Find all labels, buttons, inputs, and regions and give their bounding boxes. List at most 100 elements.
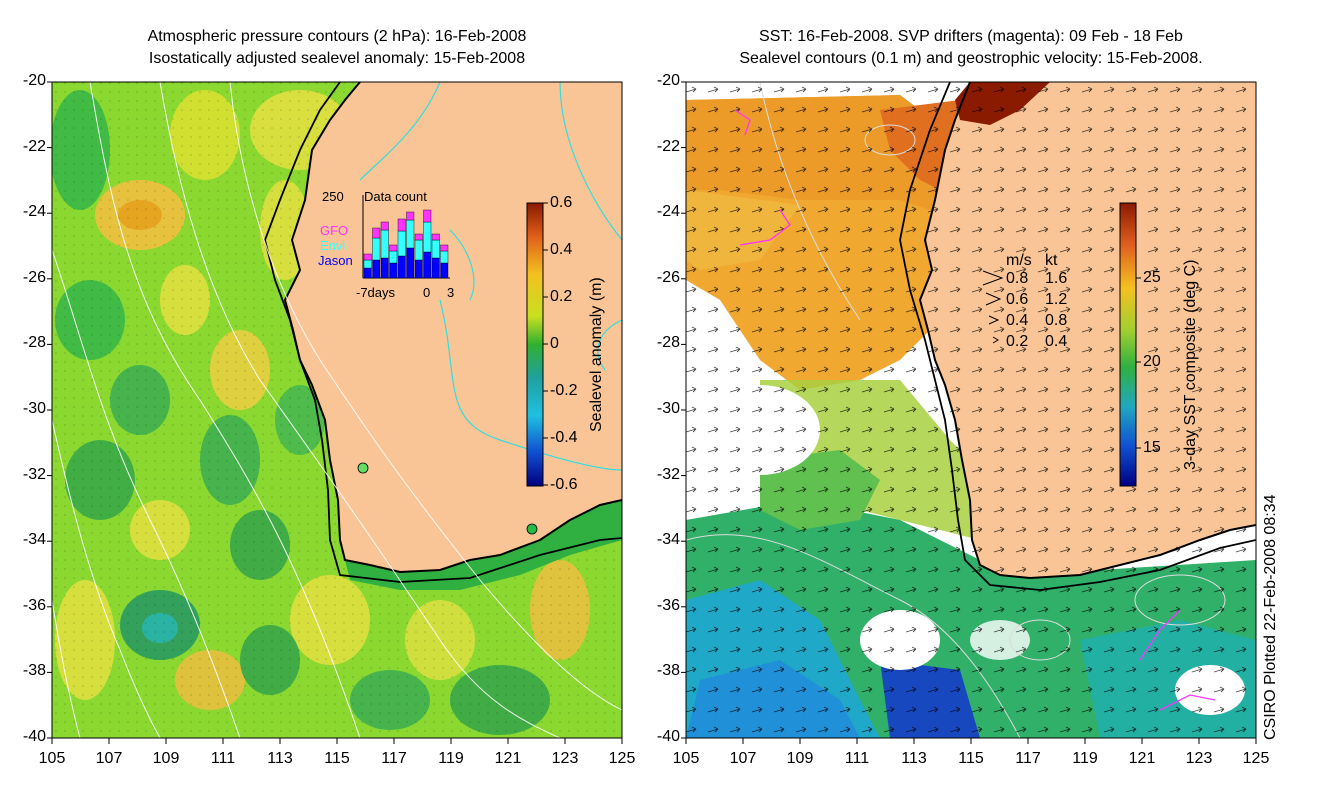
sst-colorbar-tick: 15 <box>1143 439 1161 456</box>
x-tick-label: 119 <box>1072 750 1098 767</box>
x-tick-label: 125 <box>608 750 636 767</box>
inset-bar-segment <box>372 237 381 261</box>
y-tick-label: -22 <box>22 137 46 155</box>
sla-colorbar-tick: 0 <box>550 335 559 352</box>
y-tick-label: -34 <box>22 531 46 549</box>
x-tick-label: 115 <box>324 750 350 767</box>
inset-bar-segment <box>440 262 449 279</box>
inset-bar-segment <box>389 262 398 279</box>
y-tick-label: -22 <box>656 137 680 155</box>
inset-bar-segment <box>431 257 440 279</box>
x-tick-label: 121 <box>494 750 522 767</box>
inset-bar-segment <box>397 218 406 232</box>
inset-legend-jason: Jason <box>318 253 353 268</box>
sla-colorbar-tick: -0.4 <box>550 429 578 446</box>
sla-colorbar <box>526 202 544 487</box>
velocity-legend-arrows <box>982 270 1004 344</box>
sla-colorbar-tick: 0.2 <box>550 288 573 305</box>
inset-ymax-label: 250 <box>322 189 344 204</box>
inset-x-label-start: -7days <box>356 285 396 300</box>
x-tick-label: 119 <box>438 750 464 767</box>
x-tick-label: 107 <box>729 750 757 767</box>
x-tick-label: 115 <box>958 750 984 767</box>
inset-bar-segment <box>414 239 423 261</box>
x-tick-label: 123 <box>551 750 579 767</box>
velocity-legend-ms: 0.4 <box>1006 312 1029 329</box>
inset-bar-segment <box>363 267 372 279</box>
y-tick-label: -24 <box>22 203 46 221</box>
inset-bar-segment <box>406 211 415 221</box>
y-tick-label: -38 <box>656 662 680 680</box>
x-tick-label: 113 <box>267 750 293 767</box>
inset-bar-segment <box>363 259 372 269</box>
x-tick-label: 107 <box>95 750 123 767</box>
y-tick-label: -28 <box>656 334 680 352</box>
sla-colorbar-tick: 0.6 <box>550 194 573 211</box>
velocity-legend-ms: 0.8 <box>1006 270 1029 287</box>
y-tick-label: -40 <box>22 728 46 745</box>
sst-colorbar <box>1119 202 1137 487</box>
inset-title: Data count <box>364 189 427 204</box>
y-tick-label: -30 <box>22 400 46 417</box>
y-tick-label: -32 <box>22 465 46 483</box>
velocity-legend-ms: 0.6 <box>1006 291 1029 308</box>
right-map <box>686 82 1256 738</box>
inset-bar-segment <box>414 259 423 279</box>
inset-bar-segment <box>372 259 381 279</box>
inset-bar-segment <box>380 221 389 231</box>
velocity-legend-kt: 1.2 <box>1045 291 1068 308</box>
y-tick-label: -30 <box>656 400 680 417</box>
x-tick-label: 111 <box>844 750 870 767</box>
sla-colorbar-tick: -0.6 <box>550 476 578 493</box>
inset-x-label-end: 3 <box>447 285 455 300</box>
x-tick-label: 109 <box>786 750 814 767</box>
x-tick-label: 121 <box>1128 750 1156 767</box>
data-count-inset <box>362 195 450 279</box>
inset-bar-segment <box>431 233 440 241</box>
inset-bar-segment <box>414 233 423 241</box>
right-title-line1: SST: 16-Feb-2008. SVP drifters (magenta)… <box>759 28 1183 45</box>
plotted-footer: CSIRO Plotted 22-Feb-2008 08:34 <box>1262 494 1279 740</box>
y-tick-label: -34 <box>656 531 680 549</box>
inset-bar-segment <box>397 230 406 257</box>
sla-colorbar-label: Sealevel anomaly (m) <box>588 277 605 432</box>
velocity-legend-kt: 1.6 <box>1045 270 1068 287</box>
y-tick-label: -24 <box>656 203 680 221</box>
x-tick-label: 117 <box>1015 750 1041 767</box>
y-tick-label: -36 <box>22 596 46 614</box>
x-tick-label: 109 <box>152 750 180 767</box>
velocity-legend-kt: 0.8 <box>1045 312 1068 329</box>
inset-bar-segment <box>406 247 415 279</box>
sst-colorbar-label: 3-day SST composite (deg C) <box>1182 259 1199 470</box>
x-tick-label: 125 <box>1242 750 1270 767</box>
x-tick-label: 113 <box>901 750 927 767</box>
inset-bar-segment <box>389 250 398 264</box>
y-tick-label: -38 <box>22 662 46 680</box>
inset-bar-segment <box>440 250 449 264</box>
y-tick-label: -26 <box>656 268 680 286</box>
y-tick-label: -26 <box>22 268 46 286</box>
y-tick-label: -36 <box>656 596 680 614</box>
y-tick-label: -32 <box>656 465 680 483</box>
x-tick-label: 105 <box>672 750 700 767</box>
y-tick-label: -20 <box>656 72 680 89</box>
right-title-line2: Sealevel contours (0.1 m) and geostrophi… <box>739 50 1203 67</box>
inset-bar-segment <box>389 244 398 252</box>
velocity-legend-ms: 0.2 <box>1006 333 1029 350</box>
inset-bar-segment <box>372 227 381 239</box>
x-tick-label: 117 <box>381 750 407 767</box>
sla-colorbar-tick: -0.2 <box>550 382 578 399</box>
x-tick-label: 111 <box>210 750 236 767</box>
y-tick-label: -28 <box>22 334 46 352</box>
x-tick-label: 105 <box>38 750 66 767</box>
inset-legend-gfo: GFO <box>320 223 349 238</box>
left-title-line2: Isostatically adjusted sealevel anomaly:… <box>148 50 526 67</box>
x-tick-label: 123 <box>1185 750 1213 767</box>
inset-bar-segment <box>363 253 372 261</box>
sst-colorbar-tick: 20 <box>1143 353 1161 370</box>
sla-colorbar-tick: 0.4 <box>550 241 573 258</box>
sst-colorbar-tick: 25 <box>1143 269 1161 286</box>
y-tick-label: -40 <box>656 728 680 745</box>
inset-legend-envi: Envi <box>320 238 346 253</box>
